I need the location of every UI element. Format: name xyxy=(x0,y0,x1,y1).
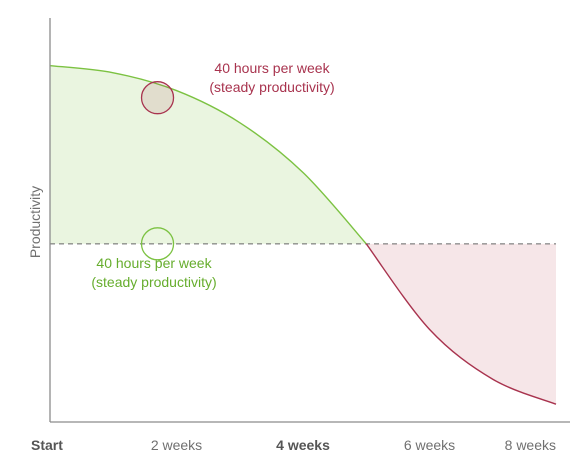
annotation-text: 40 hours per week xyxy=(214,60,330,76)
annotation-text: (steady productivity) xyxy=(91,274,216,290)
x-tick-label: 4 weeks xyxy=(276,437,330,453)
annotation-circle-red xyxy=(140,81,175,115)
x-tick-label: 6 weeks xyxy=(404,437,455,453)
annotation-text: 40 hours per week xyxy=(96,255,212,271)
curve-below-baseline xyxy=(365,243,557,405)
curve-above-baseline xyxy=(49,64,367,245)
annotations: 40 hours per week (steady productivity) 40… xyxy=(91,60,334,290)
annotation-text: (steady productivity) xyxy=(209,79,334,95)
y-axis-label: Productivity xyxy=(27,186,43,258)
x-tick-label: Start xyxy=(31,437,63,453)
x-tick-labels: Start 2 weeks 4 weeks 6 weeks 8 weeks xyxy=(31,437,556,453)
annotation-circle-green xyxy=(140,227,175,261)
area-below-baseline xyxy=(366,243,556,405)
x-tick-label: 2 weeks xyxy=(151,437,202,453)
area-above-baseline xyxy=(50,65,367,244)
x-tick-label: 8 weeks xyxy=(505,437,556,453)
